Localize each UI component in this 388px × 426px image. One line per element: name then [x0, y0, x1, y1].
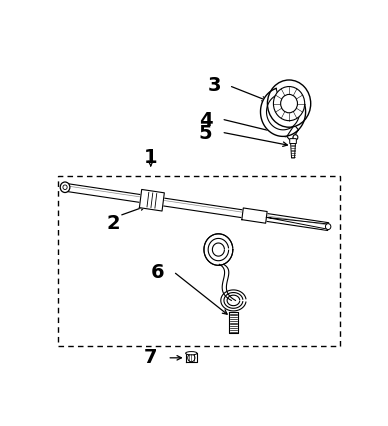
Text: 6: 6 — [151, 263, 164, 282]
Polygon shape — [64, 183, 329, 230]
Circle shape — [293, 135, 298, 140]
Polygon shape — [260, 89, 306, 136]
Text: 3: 3 — [208, 76, 222, 95]
Circle shape — [281, 95, 298, 113]
Polygon shape — [267, 217, 329, 229]
Circle shape — [267, 80, 311, 127]
Text: 4: 4 — [199, 110, 212, 130]
Circle shape — [326, 224, 331, 230]
FancyBboxPatch shape — [290, 138, 296, 144]
Circle shape — [63, 185, 67, 190]
Polygon shape — [291, 143, 295, 158]
Ellipse shape — [185, 351, 197, 355]
Polygon shape — [185, 353, 197, 363]
Text: 2: 2 — [106, 214, 120, 233]
Circle shape — [274, 86, 305, 121]
Polygon shape — [242, 208, 267, 223]
Polygon shape — [287, 125, 298, 141]
Circle shape — [188, 354, 195, 362]
Polygon shape — [229, 312, 238, 333]
Polygon shape — [139, 190, 165, 211]
Text: 1: 1 — [144, 148, 158, 167]
Polygon shape — [219, 264, 236, 300]
Text: 7: 7 — [143, 348, 157, 367]
Circle shape — [60, 182, 70, 193]
Text: 5: 5 — [199, 124, 212, 143]
